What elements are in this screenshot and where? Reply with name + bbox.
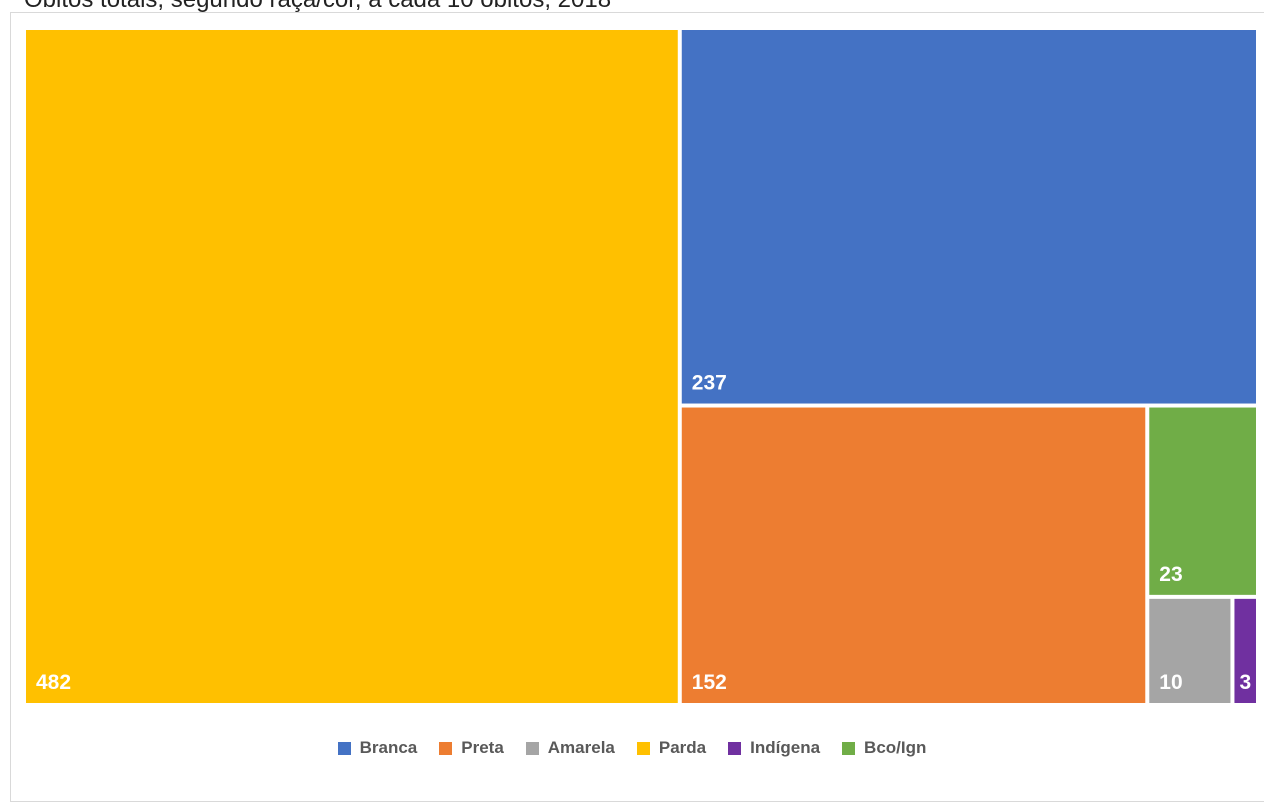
data-label-branca: 237 bbox=[692, 372, 727, 395]
legend-item-amarela: Amarela bbox=[525, 738, 615, 758]
legend-swatch-branca bbox=[337, 741, 351, 755]
data-label-parda: 482 bbox=[36, 671, 71, 694]
legend-label-indigena: Indígena bbox=[750, 738, 821, 757]
legend-swatch-parda bbox=[636, 741, 650, 755]
legend-item-branca: Branca bbox=[337, 738, 418, 758]
legend-item-bco-ign: Bco/Ign bbox=[842, 738, 926, 758]
legend-swatch-indigena bbox=[728, 741, 742, 755]
legend-item-preta: Preta bbox=[439, 738, 504, 758]
data-label-preta: 152 bbox=[692, 671, 727, 694]
legend-label-amarela: Amarela bbox=[547, 738, 615, 757]
treemap-tile-parda bbox=[26, 30, 678, 703]
chart-legend: Branca Preta Amarela Parda Indígena Bco/… bbox=[0, 738, 1264, 758]
chart-title: Óbitos totais, segundo raça/cor, a cada … bbox=[24, 0, 611, 14]
legend-label-preta: Preta bbox=[461, 738, 504, 757]
legend-label-branca: Branca bbox=[359, 738, 418, 757]
treemap-tile-amarela bbox=[1149, 598, 1231, 703]
legend-item-parda: Parda bbox=[636, 738, 707, 758]
treemap-tile-bco-ign bbox=[1149, 407, 1256, 595]
treemap-tile-branca bbox=[681, 30, 1256, 404]
legend-item-indigena: Indígena bbox=[728, 738, 820, 758]
legend-swatch-amarela bbox=[525, 741, 539, 755]
data-label-amarela: 10 bbox=[1159, 671, 1182, 694]
legend-label-bco-ign: Bco/Ign bbox=[864, 738, 927, 757]
legend-label-parda: Parda bbox=[658, 738, 707, 757]
treemap-tile-preta bbox=[681, 407, 1146, 703]
legend-swatch-bco-ign bbox=[842, 741, 856, 755]
treemap-tile-indigena bbox=[1234, 598, 1256, 703]
legend-swatch-preta bbox=[439, 741, 453, 755]
data-label-indigena: 3 bbox=[1239, 671, 1251, 694]
data-label-bco-ign: 23 bbox=[1159, 563, 1182, 586]
